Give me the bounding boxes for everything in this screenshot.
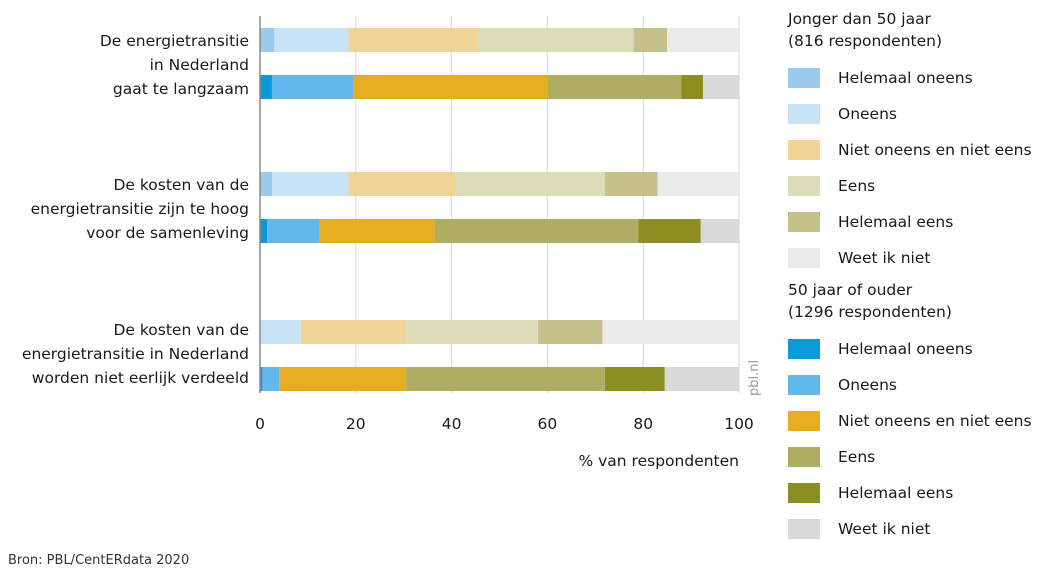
x-tick-label-20: 20: [346, 415, 366, 433]
category-label-2-0: De kosten van de: [113, 321, 249, 339]
legend-item-g0-s1: Oneens: [788, 96, 1043, 132]
legend: Jonger dan 50 jaar (816 respondenten) He…: [788, 8, 1043, 547]
bar-segment-c0-g1-s1: [271, 75, 354, 99]
category-label-2-2: worden niet eerlijk verdeeld: [32, 369, 249, 387]
legend-title-young-name: Jonger dan 50 jaar: [788, 10, 931, 28]
watermark-text: pbl.nl: [747, 360, 762, 396]
bar-segment-c1-g1-s1: [267, 219, 320, 243]
bar-segment-c0-g0-s3: [477, 28, 634, 52]
bar-segment-c2-g0-s2: [300, 320, 407, 344]
x-tick-label-60: 60: [538, 415, 558, 433]
bar-segment-c0-g0-s4: [633, 28, 668, 52]
bar-segment-c2-g1-s3: [406, 367, 605, 391]
legend-label: Niet oneens en niet eens: [838, 141, 1032, 159]
legend-label: Eens: [838, 448, 876, 466]
legend-item-g0-s0: Helemaal oneens: [788, 60, 1043, 96]
legend-label: Weet ik niet: [838, 249, 931, 267]
bar-segment-c2-g1-s2: [279, 367, 407, 391]
bar-segment-c2-g1-s4: [604, 367, 665, 391]
legend-title-young: Jonger dan 50 jaar (816 respondenten): [788, 8, 1043, 52]
legend-title-young-count: (816 respondenten): [788, 32, 943, 50]
legend-item-g1-s4: Helemaal eens: [788, 475, 1043, 511]
legend-group-young: Jonger dan 50 jaar (816 respondenten) He…: [788, 8, 1043, 276]
category-label-1-1: energietransitie zijn te hoog: [31, 200, 249, 218]
legend-label: Oneens: [838, 376, 897, 394]
category-label-1-0: De kosten van de: [113, 176, 249, 194]
bar-segment-c2-g1-s5: [664, 367, 739, 391]
bar-segment-c1-g1-s3: [434, 219, 639, 243]
category-label-1-2: voor de samenleving: [86, 224, 249, 242]
bar-segment-c1-g0-s2: [348, 172, 457, 196]
bar-segment-c1-g0-s1: [271, 172, 349, 196]
bar-segment-c1-g0-s3: [456, 172, 605, 196]
legend-title-old: 50 jaar of ouder (1296 respondenten): [788, 279, 1043, 323]
category-label-0-1: in Nederland: [150, 56, 249, 74]
legend-label: Helemaal eens: [838, 484, 954, 502]
legend-swatch: [788, 140, 820, 160]
legend-swatch: [788, 411, 820, 431]
legend-item-g0-s3: Eens: [788, 168, 1043, 204]
x-axis-label: % van respondenten: [578, 452, 739, 470]
legend-swatch: [788, 483, 820, 503]
bar-segment-c0-g1-s5: [703, 75, 739, 99]
bar-segment-c2-g0-s3: [406, 320, 538, 344]
legend-label: Helemaal oneens: [838, 69, 973, 87]
bar-segment-c0-g0-s2: [348, 28, 478, 52]
source-note: Bron: PBL/CentERdata 2020: [8, 553, 190, 568]
x-tick-label-100: 100: [724, 415, 754, 433]
legend-swatch: [788, 375, 820, 395]
legend-label: Eens: [838, 177, 876, 195]
legend-label: Helemaal oneens: [838, 340, 973, 358]
legend-swatch: [788, 447, 820, 467]
legend-item-g1-s3: Eens: [788, 439, 1043, 475]
bar-segment-c0-g1-s2: [353, 75, 548, 99]
category-label-0-0: De energietransitie: [100, 32, 249, 50]
bar-segment-c0-g0-s0: [260, 28, 275, 52]
category-label-0-2: gaat te langzaam: [113, 80, 249, 98]
bar-segment-c1-g0-s0: [260, 172, 272, 196]
bar-segment-c1-g1-s2: [319, 219, 435, 243]
bar-segment-c2-g1-s1: [262, 367, 280, 391]
legend-swatch: [788, 176, 820, 196]
bar-segment-c0-g1-s0: [260, 75, 272, 99]
bar-segment-c1-g1-s5: [700, 219, 739, 243]
bar-segment-c2-g0-s5: [602, 320, 740, 344]
legend-item-g1-s2: Niet oneens en niet eens: [788, 403, 1043, 439]
x-tick-label-40: 40: [442, 415, 462, 433]
legend-swatch: [788, 248, 820, 268]
legend-swatch: [788, 339, 820, 359]
legend-group-old: 50 jaar of ouder (1296 respondenten) Hel…: [788, 279, 1043, 547]
legend-item-g1-s1: Oneens: [788, 367, 1043, 403]
bar-segment-c0-g1-s4: [681, 75, 704, 99]
legend-label: Niet oneens en niet eens: [838, 412, 1032, 430]
bar-segment-c0-g1-s3: [547, 75, 682, 99]
x-tick-label-80: 80: [633, 415, 653, 433]
bar-segment-c1-g1-s0: [260, 219, 268, 243]
bar-segment-c1-g1-s4: [638, 219, 701, 243]
stacked-bar-chart: De energietransitie in Nederland gaat te l…: [22, 16, 762, 470]
legend-title-old-name: 50 jaar of ouder: [788, 281, 913, 299]
bar-segment-c0-g0-s5: [667, 28, 739, 52]
bar-segment-c2-g0-s4: [537, 320, 603, 344]
bar-segment-c0-g0-s1: [274, 28, 349, 52]
legend-item-g1-s0: Helemaal oneens: [788, 331, 1043, 367]
legend-swatch: [788, 212, 820, 232]
bar-segment-c1-g0-s5: [657, 172, 739, 196]
legend-swatch: [788, 68, 820, 88]
legend-swatch: [788, 519, 820, 539]
legend-title-old-count: (1296 respondenten): [788, 303, 952, 321]
bar-segment-c2-g0-s1: [260, 320, 301, 344]
legend-item-g0-s2: Niet oneens en niet eens: [788, 132, 1043, 168]
legend-item-g1-s5: Weet ik niet: [788, 511, 1043, 547]
bar-segment-c1-g0-s4: [604, 172, 658, 196]
legend-label: Weet ik niet: [838, 520, 931, 538]
legend-swatch: [788, 104, 820, 124]
legend-item-g0-s4: Helemaal eens: [788, 204, 1043, 240]
x-tick-label-0: 0: [255, 415, 265, 433]
legend-label: Oneens: [838, 105, 897, 123]
category-label-2-1: energietransitie in Nederland: [22, 345, 249, 363]
legend-item-g0-s5: Weet ik niet: [788, 240, 1043, 276]
bar-segment-c2-g1-s0: [260, 367, 263, 391]
legend-label: Helemaal eens: [838, 213, 954, 231]
